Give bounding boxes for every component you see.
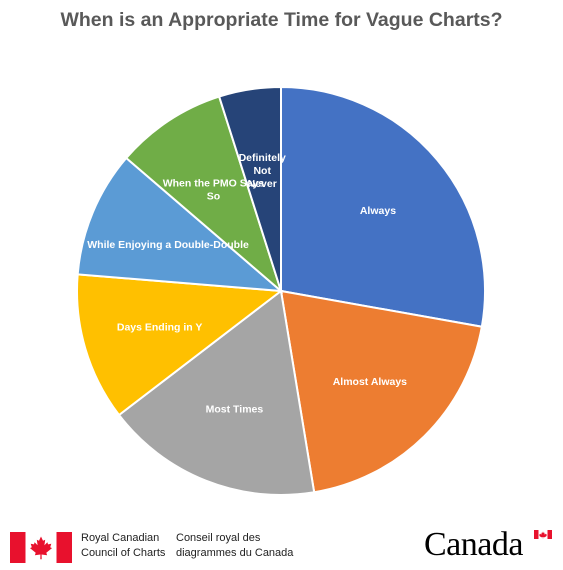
org-name-english-line2: Council of Charts	[81, 547, 166, 559]
pie-slice-when-the-pmo-says-so	[124, 95, 284, 295]
wordmark-flag-icon	[534, 530, 552, 539]
pie-chart: Always Almost Always Most Times Days Ending…	[76, 85, 486, 496]
org-name-french-line1: Conseil royal des	[176, 532, 261, 544]
pie-slice-always	[280, 85, 486, 328]
org-name-french: Conseil royal des diagrammes du Canada	[176, 531, 293, 561]
canada-flag-icon	[10, 532, 72, 563]
slice-label-while-enjoying-a-double-double: While Enjoying a Double-Double	[87, 239, 249, 251]
slice-label-days-ending-in-y: Days Ending in Y	[117, 322, 203, 334]
org-name-english: Royal Canadian Council of Charts	[81, 531, 165, 561]
pie-slice-days-ending-in-y	[76, 273, 284, 417]
slice-label-always: Always	[360, 205, 396, 217]
pie-slice-almost-always	[279, 289, 484, 494]
pie-slice-definitely-not-never	[217, 85, 282, 292]
chart-title: When is an Appropriate Time for Vague Ch…	[60, 9, 503, 31]
slice-label-when-the-pmo-says-so: When the PMO Says So	[163, 177, 265, 202]
slice-label-almost-always: Almost Always	[333, 376, 407, 388]
slice-label-definitely-not-never: Definitely Not Never	[239, 152, 286, 190]
canada-wordmark: Canada	[424, 526, 523, 563]
pie-slice-while-enjoying-a-double-double	[76, 156, 284, 293]
org-name-english-line1: Royal Canadian	[81, 532, 160, 544]
pie-slice-most-times	[117, 289, 316, 496]
slice-label-most-times: Most Times	[206, 404, 264, 416]
org-name-french-line2: diagrammes du Canada	[176, 547, 294, 559]
